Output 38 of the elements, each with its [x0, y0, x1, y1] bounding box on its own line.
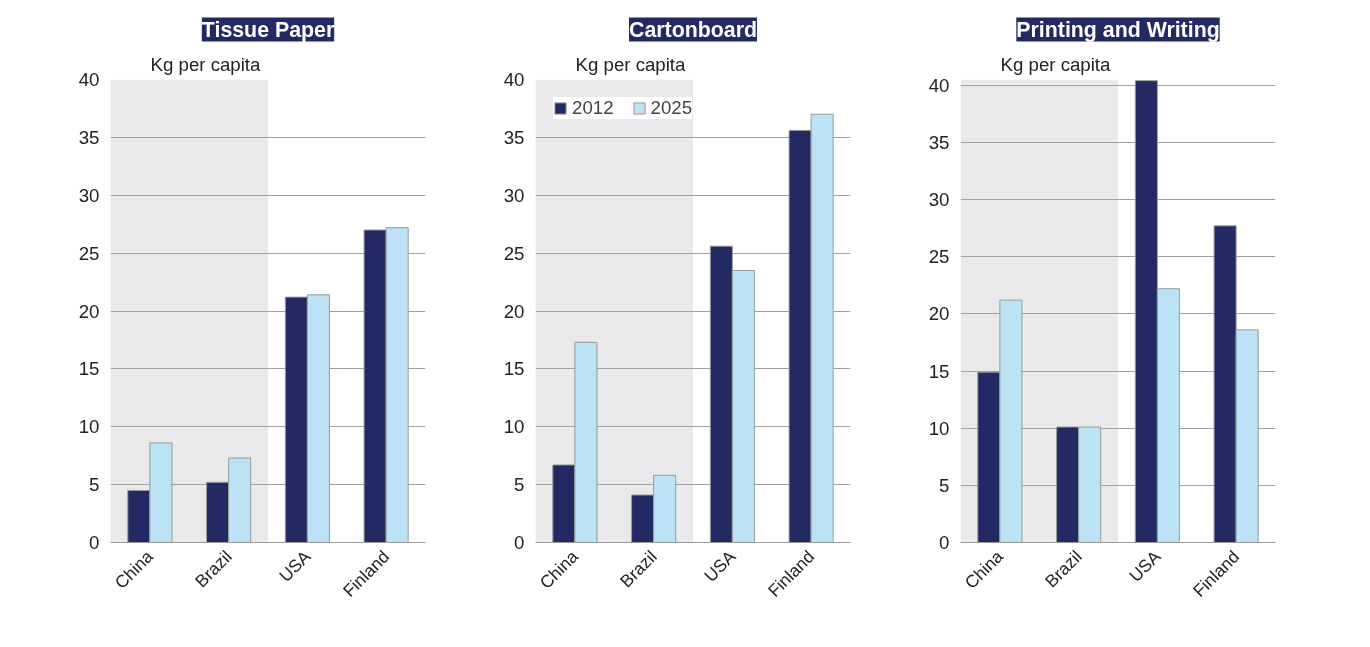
y-tick-label: 35: [503, 126, 525, 148]
y-axis-title: Kg per capita: [575, 53, 687, 75]
chart-title: Printing and Writing: [1016, 17, 1220, 42]
y-tick-label: 30: [503, 184, 525, 206]
y-tick-label: 5: [89, 474, 100, 496]
y-axis-title: Kg per capita: [150, 53, 262, 75]
x-tick-label: USA: [275, 546, 315, 586]
y-tick-label: 40: [78, 69, 100, 90]
legend-label: 2012: [572, 97, 614, 119]
y-tick-label: 0: [939, 532, 950, 553]
chart-title: Cartonboard: [629, 17, 757, 42]
y-tick-label: 0: [89, 532, 100, 553]
y-tick-label: 20: [78, 300, 100, 322]
y-tick-label: 5: [514, 474, 525, 496]
y-tick-label: 40: [503, 69, 525, 90]
y-tick-label: 25: [78, 242, 100, 264]
y-tick-label: 30: [78, 184, 100, 206]
y-tick-label: 15: [503, 358, 525, 380]
chart-title: Tissue Paper: [201, 17, 335, 42]
legend-label: 2025: [650, 97, 693, 119]
y-tick-label: 0: [514, 532, 525, 553]
y-tick-label: 5: [939, 474, 950, 496]
y-tick-label: 30: [928, 189, 950, 211]
y-axis-title: Kg per capita: [1000, 53, 1112, 75]
y-tick-label: 35: [928, 131, 950, 153]
y-tick-label: 25: [503, 242, 525, 264]
y-tick-label: 40: [928, 74, 950, 96]
y-tick-label: 25: [928, 246, 950, 268]
y-tick-label: 10: [78, 416, 100, 438]
y-tick-label: 35: [78, 126, 100, 148]
y-tick-label: 10: [928, 417, 950, 439]
y-tick-label: 15: [928, 360, 950, 382]
y-tick-label: 20: [503, 300, 525, 322]
x-tick-label: USA: [1125, 546, 1165, 586]
y-tick-label: 10: [503, 416, 525, 438]
y-tick-label: 20: [928, 303, 950, 325]
x-tick-label: USA: [700, 546, 740, 586]
y-tick-label: 15: [78, 358, 100, 380]
